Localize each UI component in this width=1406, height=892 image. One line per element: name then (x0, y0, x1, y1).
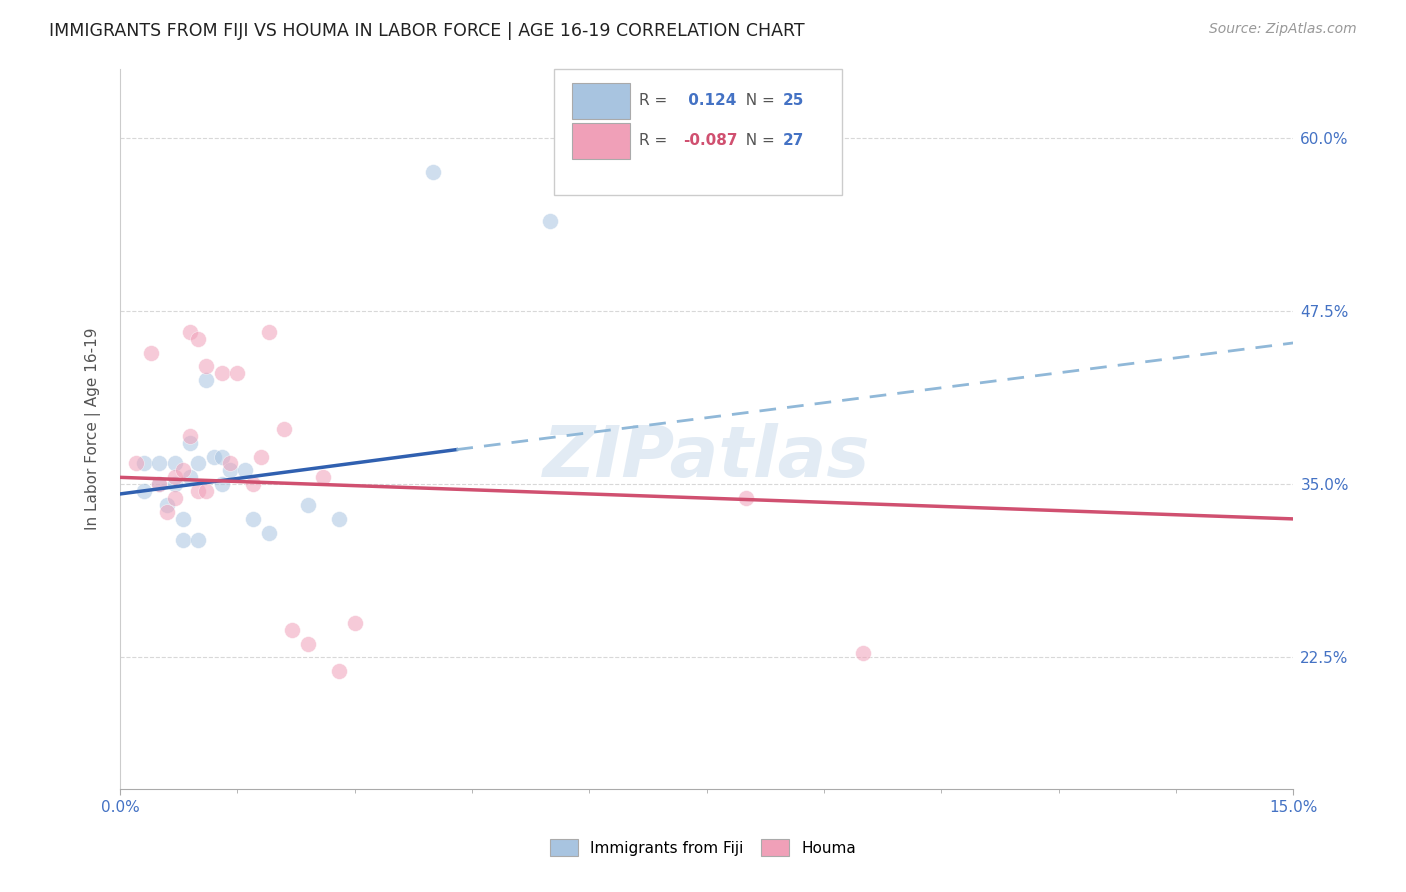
Point (163, 477, 186, 491)
Point (132, 457, 155, 471)
Point (297, 637, 319, 651)
Point (195, 359, 218, 374)
Point (211, 367, 233, 381)
Point (195, 373, 218, 387)
Point (187, 332, 209, 346)
Text: R =: R = (638, 133, 672, 148)
Text: 0.124: 0.124 (683, 94, 737, 109)
Text: Source: ZipAtlas.com: Source: ZipAtlas.com (1209, 22, 1357, 37)
FancyBboxPatch shape (554, 69, 842, 194)
Point (242, 477, 264, 491)
Point (132, 484, 155, 499)
Point (187, 533, 209, 547)
Point (273, 422, 295, 436)
Point (163, 457, 186, 471)
Point (172, 533, 194, 547)
Legend: Immigrants from Fiji, Houma: Immigrants from Fiji, Houma (544, 833, 862, 862)
Point (250, 450, 273, 464)
Text: 27: 27 (783, 133, 804, 148)
Point (148, 457, 170, 471)
Point (156, 505, 179, 519)
Point (211, 450, 233, 464)
Text: 25: 25 (783, 94, 804, 109)
Point (257, 325, 280, 339)
Point (179, 325, 201, 339)
Point (172, 512, 194, 526)
Point (218, 463, 240, 477)
Point (195, 484, 218, 499)
FancyBboxPatch shape (572, 122, 630, 159)
Point (538, 214, 561, 228)
Point (125, 457, 148, 471)
Point (218, 457, 240, 471)
Text: R =: R = (638, 94, 672, 109)
Point (172, 463, 194, 477)
Point (328, 665, 350, 679)
Point (163, 491, 186, 505)
Point (179, 435, 201, 450)
Point (343, 615, 366, 630)
Text: -0.087: -0.087 (683, 133, 738, 148)
Point (734, 491, 756, 505)
Point (148, 477, 170, 491)
Text: ZIPatlas: ZIPatlas (543, 423, 870, 492)
Point (141, 345, 163, 359)
Point (422, 165, 444, 179)
Point (187, 484, 209, 499)
Y-axis label: In Labor Force | Age 16-19: In Labor Force | Age 16-19 (86, 327, 101, 530)
Point (179, 429, 201, 443)
Point (148, 477, 170, 491)
Text: N =: N = (737, 133, 780, 148)
Text: IMMIGRANTS FROM FIJI VS HOUMA IN LABOR FORCE | AGE 16-19 CORRELATION CHART: IMMIGRANTS FROM FIJI VS HOUMA IN LABOR F… (49, 22, 804, 40)
Point (179, 470, 201, 484)
Point (297, 498, 319, 512)
Point (202, 450, 225, 464)
Point (242, 512, 264, 526)
Point (281, 623, 304, 637)
Point (163, 470, 186, 484)
Point (211, 477, 233, 491)
Point (852, 646, 875, 660)
Text: N =: N = (737, 94, 780, 109)
Point (257, 525, 280, 540)
Point (156, 498, 179, 512)
Point (187, 457, 209, 471)
Point (328, 512, 350, 526)
Point (312, 470, 335, 484)
Point (226, 367, 249, 381)
FancyBboxPatch shape (572, 83, 630, 119)
Point (233, 463, 256, 477)
